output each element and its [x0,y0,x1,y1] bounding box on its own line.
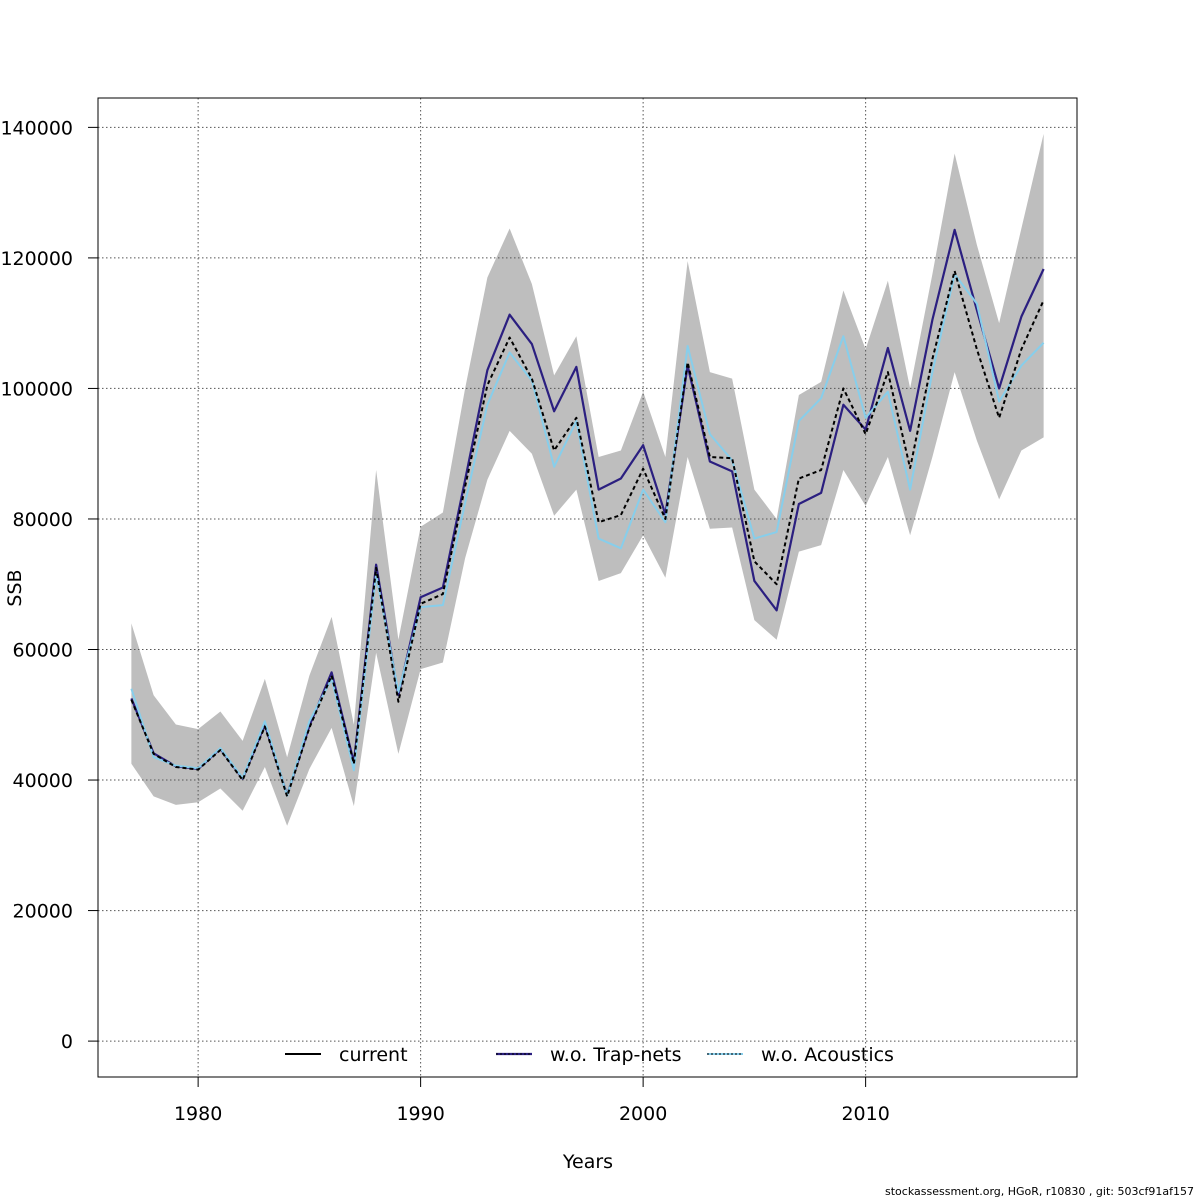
series-line-wo-acoustics [130,273,1045,797]
x-axis-label: Years [562,1151,613,1173]
grid-layer [98,98,1077,1077]
y-tick-label-100000: 100000 [0,378,73,400]
legend-item-0: current [285,1044,408,1066]
y-tick-label-140000: 140000 [0,117,73,139]
y-tick-label-80000: 80000 [13,509,73,531]
series-line-current [130,269,1045,798]
axis-layer: 1980 1990 2000 2010 0 20000 40000 60000 80000 100… [0,117,889,1125]
footer-credit: stockassessment.org, HGoR, r10830 , git:… [885,1185,1194,1198]
legend: current w.o. Trap-nets w.o. Acoustics [285,1044,894,1066]
series-layer [130,228,1045,798]
y-axis-label: SSB [4,569,26,606]
plot-frame [97,97,1078,1078]
legend-item-2: w.o. Acoustics [707,1044,894,1066]
legend-item-1: w.o. Trap-nets [496,1044,681,1066]
y-tick-label-40000: 40000 [13,770,73,792]
y-tick-label-120000: 120000 [0,248,73,270]
legend-label-1: w.o. Trap-nets [550,1044,681,1066]
y-tick-label-20000: 20000 [13,901,73,923]
y-tick-label-60000: 60000 [13,640,73,662]
legend-label-0: current [339,1044,408,1066]
legend-label-2: w.o. Acoustics [761,1044,894,1066]
x-tick-label-1980: 1980 [174,1103,222,1125]
x-tick-label-2000: 2000 [619,1103,667,1125]
x-tick-label-2010: 2010 [841,1103,889,1125]
y-tick-label-0: 0 [61,1031,73,1053]
x-tick-label-1990: 1990 [396,1103,444,1125]
